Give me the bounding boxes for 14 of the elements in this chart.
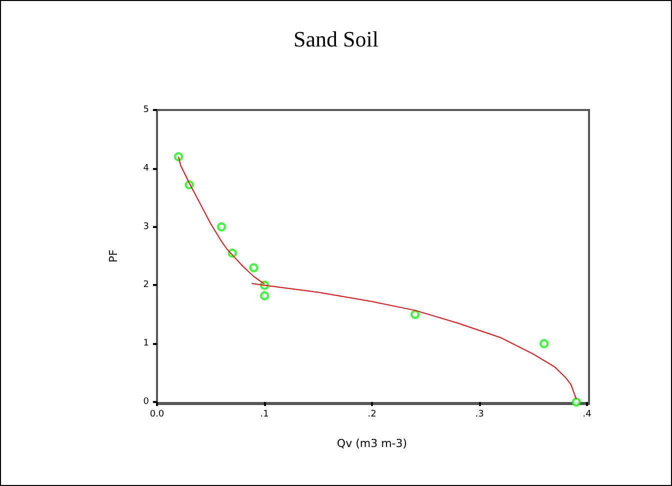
y-tick-label: 5 (143, 105, 149, 115)
x-tick-label: .2 (368, 410, 376, 420)
y-tick-label: 3 (143, 222, 149, 232)
chart-title: Sand Soil (294, 26, 378, 52)
x-tick-label: .1 (260, 410, 269, 420)
y-axis-title: PF (107, 250, 120, 262)
y-tick-label: 0 (143, 397, 150, 407)
x-axis-title: Qv (m3 m-3) (336, 437, 408, 450)
x-tick-label: .4 (582, 410, 592, 420)
x-tick-label: .3 (475, 410, 484, 420)
x-tick-label: 0.0 (150, 410, 164, 420)
y-tick-label: 2 (143, 280, 149, 290)
y-tick-label: 4 (143, 163, 150, 174)
y-tick-label: 1 (143, 338, 149, 349)
